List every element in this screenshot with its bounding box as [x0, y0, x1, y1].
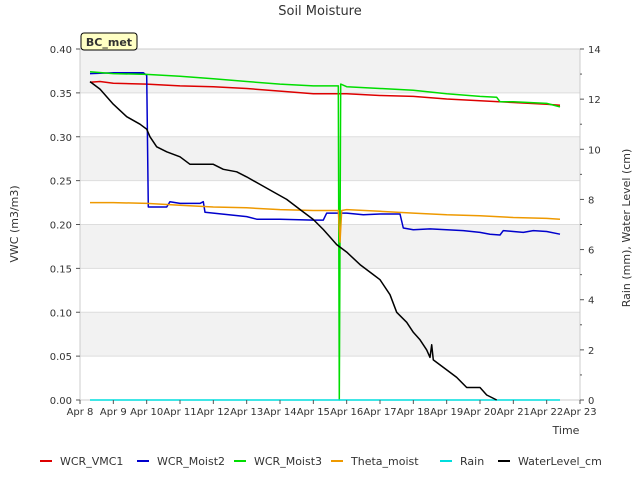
y-right-tick-label: 8 — [588, 195, 594, 206]
series-theta-moist — [90, 201, 561, 243]
y-right-tick-label: 2 — [588, 346, 594, 357]
x-tick-label: Apr 18 — [397, 407, 430, 418]
x-tick-label: Apr 20 — [463, 407, 496, 418]
x-tick-label: Apr 9 — [100, 407, 127, 418]
x-tick-label: Apr 21 — [497, 407, 530, 418]
x-tick-label: Apr 23 — [563, 407, 596, 418]
y-left-tick-label: 0.10 — [50, 308, 72, 319]
series-waterlevel-cm — [89, 80, 498, 401]
y-left-tick-label: 0.15 — [50, 264, 72, 275]
x-tick-label: Apr 14 — [263, 407, 296, 418]
y-left-tick-label: 0.35 — [50, 89, 72, 100]
y-right-tick-label: 10 — [588, 145, 601, 156]
legend-label: WCR_Moist3 — [254, 455, 322, 468]
y-right-tick-label: 12 — [588, 95, 601, 106]
x-tick-label: Apr 19 — [430, 407, 463, 418]
series-wcr-moist2 — [89, 71, 561, 236]
x-tick-label: Apr 12 — [197, 407, 230, 418]
background-band — [80, 224, 580, 269]
chart-title: Soil Moisture — [278, 4, 362, 19]
x-tick-label: Apr 13 — [230, 407, 263, 418]
y-left-tick-label: 0.40 — [50, 45, 72, 56]
background-bands — [80, 49, 580, 357]
x-tick-label: Apr 11 — [163, 407, 196, 418]
y-right-tick-label: 0 — [588, 396, 594, 407]
y-right-tick-label: 14 — [588, 45, 601, 56]
legend-label: WaterLevel_cm — [518, 455, 602, 468]
station-badge-label: BC_met — [86, 36, 132, 49]
y-right-tick-label: 6 — [588, 246, 594, 257]
y-right-tick-label: 4 — [588, 296, 594, 307]
series-wcr-vmc1 — [89, 80, 561, 106]
background-band — [80, 136, 580, 181]
x-tick-label: Apr 15 — [297, 407, 330, 418]
x-tick-label: Apr 17 — [363, 407, 396, 418]
legend: WCR_VMC1 WCR_Moist2 WCR_Moist3 Theta_moist R… — [40, 455, 602, 468]
station-badge-box — [80, 32, 138, 51]
legend-label: Rain — [460, 455, 484, 468]
y-axis-left-label: VWC (m3/m3) — [8, 185, 21, 262]
y-axis-right-label: Rain (mm), Water Level (cm) — [620, 149, 633, 308]
axes-layer: Apr 8 Apr 9 Apr 10 Apr 11 Apr 12 Apr 13 Apr 14… — [50, 45, 601, 418]
legend-label: WCR_Moist2 — [157, 455, 225, 468]
x-axis-label: Time — [552, 424, 580, 437]
y-left-tick-label: 0.30 — [50, 133, 72, 144]
x-tick-label: Apr 22 — [530, 407, 563, 418]
series-wcr-moist3 — [89, 71, 561, 401]
y-left-tick-label: 0.00 — [50, 396, 72, 407]
y-left-tick-label: 0.20 — [50, 221, 72, 232]
x-tick-label: Apr 10 — [130, 407, 163, 418]
y-left-tick-label: 0.25 — [50, 177, 72, 188]
background-band — [80, 312, 580, 357]
legend-label: WCR_VMC1 — [60, 455, 123, 468]
station-badge: BC_met — [80, 32, 138, 51]
legend-label: Theta_moist — [350, 455, 419, 468]
x-tick-label: Apr 16 — [330, 407, 363, 418]
series-layer — [89, 71, 561, 401]
y-left-tick-label: 0.05 — [50, 352, 72, 363]
x-tick-label: Apr 8 — [67, 407, 94, 418]
